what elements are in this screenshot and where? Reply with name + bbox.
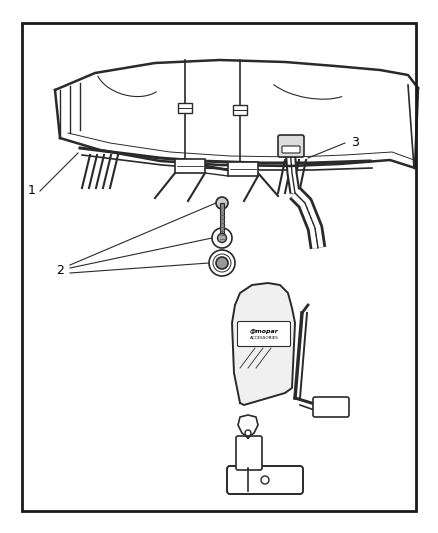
Circle shape [209, 250, 235, 276]
FancyBboxPatch shape [313, 397, 349, 417]
Text: 1: 1 [28, 184, 36, 198]
FancyBboxPatch shape [278, 135, 304, 157]
Bar [233, 105, 247, 115]
FancyBboxPatch shape [237, 321, 290, 346]
Bar [22, 23, 416, 511]
Text: @mopar: @mopar [250, 328, 279, 334]
Circle shape [216, 257, 228, 269]
Circle shape [212, 228, 232, 248]
Bar [228, 162, 258, 176]
Circle shape [218, 233, 226, 243]
FancyBboxPatch shape [227, 466, 303, 494]
Circle shape [261, 476, 269, 484]
Polygon shape [238, 415, 258, 438]
FancyBboxPatch shape [282, 146, 300, 153]
Bar [220, 203, 224, 241]
Circle shape [216, 197, 228, 209]
Text: 2: 2 [56, 263, 64, 277]
Circle shape [245, 430, 251, 436]
Bar [178, 103, 192, 113]
FancyBboxPatch shape [236, 436, 262, 470]
Bar [175, 159, 205, 173]
Text: 3: 3 [351, 136, 359, 149]
Polygon shape [232, 283, 295, 405]
Text: ACCESSORIES: ACCESSORIES [250, 336, 279, 340]
